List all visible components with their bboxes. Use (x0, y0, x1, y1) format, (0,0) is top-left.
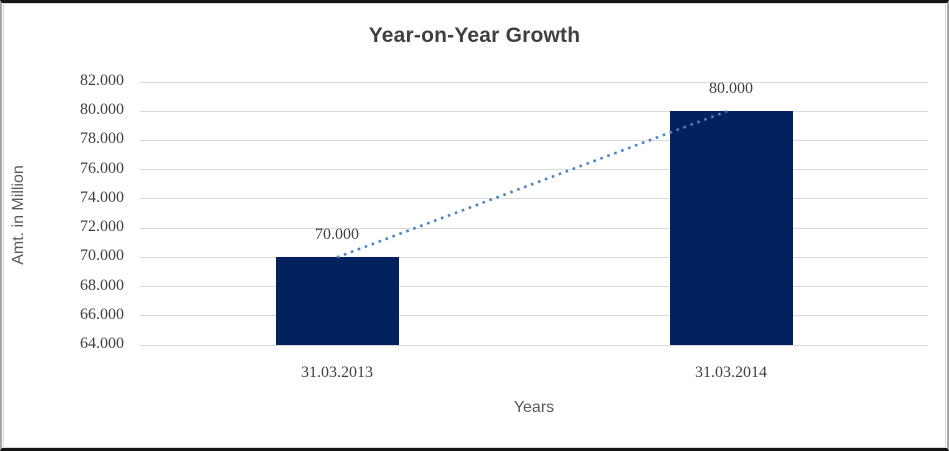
y-gridline (140, 256, 928, 258)
chart-title: Year-on-Year Growth (368, 24, 581, 47)
y-tick-label: 66.000 (80, 305, 124, 323)
y-tick-label: 68.000 (80, 276, 124, 294)
x-category-label: 31.03.2013 (301, 364, 373, 381)
y-tick-label: 74.000 (80, 188, 124, 206)
y-gridline (140, 139, 928, 141)
y-gridline (140, 315, 928, 317)
y-gridline (140, 81, 928, 83)
bar (669, 111, 793, 345)
y-gridline (140, 169, 928, 171)
bar-data-label: 70.000 (315, 226, 359, 244)
y-gridline (140, 344, 928, 346)
y-tick-label: 82.000 (80, 72, 124, 89)
y-gridline (140, 227, 928, 229)
y-gridline (140, 110, 928, 112)
bar-data-label: 80.000 (709, 80, 753, 98)
x-category-label: 31.03.2014 (695, 364, 767, 381)
y-tick-label: 70.000 (80, 247, 124, 265)
x-axis-title: Years (513, 399, 555, 416)
bar (275, 257, 399, 345)
y-tick-label: 64.000 (80, 335, 124, 352)
y-tick-label: 76.000 (80, 159, 124, 177)
y-tick-label: 78.000 (80, 130, 124, 148)
y-gridline (140, 198, 928, 200)
y-tick-label: 72.000 (80, 218, 124, 236)
y-tick-label: 80.000 (80, 101, 124, 119)
y-gridline (140, 286, 928, 288)
